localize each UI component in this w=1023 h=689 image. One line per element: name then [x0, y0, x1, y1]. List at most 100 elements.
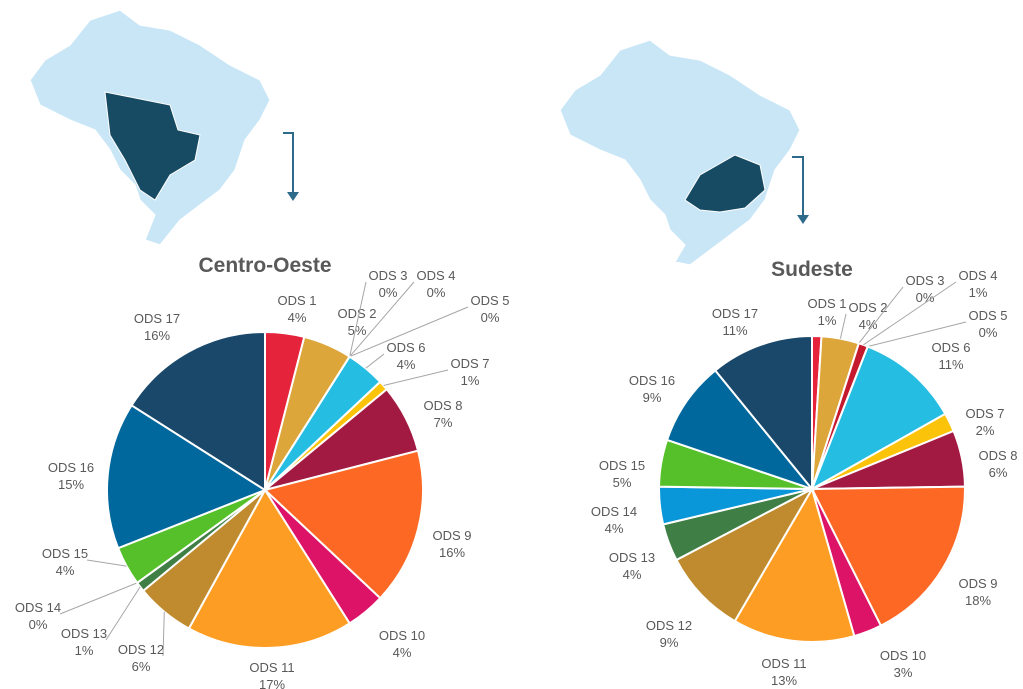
- pie-slice: [810, 345, 947, 492]
- data-label: ODS 16 15%: [48, 460, 94, 492]
- data-label: ODS 8 7%: [423, 398, 462, 430]
- category-label: ODS 8: [978, 448, 1017, 463]
- data-label: ODS 5 0%: [968, 308, 1007, 340]
- value-label: 6%: [989, 465, 1008, 480]
- category-label: ODS 6: [931, 340, 970, 355]
- chart-title: Centro-Oeste: [198, 254, 331, 277]
- category-label: ODS 10: [880, 648, 926, 663]
- pie-slice: [733, 486, 856, 643]
- leader-line: [365, 353, 385, 369]
- data-label: ODS 13 4%: [609, 550, 655, 582]
- category-label: ODS 1: [277, 293, 316, 308]
- value-label: 0%: [481, 310, 500, 325]
- category-label: ODS 17: [134, 311, 180, 326]
- category-label: ODS 6: [386, 340, 425, 355]
- value-label: 15%: [58, 477, 84, 492]
- data-label: ODS 13 1%: [61, 626, 107, 658]
- value-label: 0%: [29, 617, 48, 632]
- map-right: [559, 39, 801, 266]
- leader-line: [349, 306, 469, 358]
- category-label: ODS 8: [423, 398, 462, 413]
- category-label: ODS 16: [48, 460, 94, 475]
- data-label: ODS 2 4%: [848, 300, 887, 332]
- data-label: ODS 11 13%: [761, 656, 806, 688]
- data-label: ODS 17 16%: [134, 311, 180, 343]
- category-label: ODS 9: [432, 528, 471, 543]
- category-label: ODS 5: [470, 293, 509, 308]
- category-label: ODS 13: [609, 550, 655, 565]
- data-label: ODS 3 0%: [368, 268, 407, 300]
- data-label: ODS 3 0%: [905, 273, 944, 305]
- category-label: ODS 1: [807, 296, 846, 311]
- leader-line: [105, 586, 141, 641]
- category-label: ODS 14: [591, 504, 637, 519]
- data-label: ODS 9 18%: [958, 576, 997, 608]
- data-label: ODS 6 11%: [931, 340, 970, 372]
- category-label: ODS 7: [450, 356, 489, 371]
- value-label: 1%: [461, 373, 480, 388]
- value-label: 17%: [259, 677, 285, 689]
- data-label: ODS 9 16%: [432, 528, 471, 560]
- leader-line: [858, 286, 904, 344]
- category-label: ODS 4: [416, 268, 455, 283]
- value-label: 9%: [643, 390, 662, 405]
- category-label: ODS 4: [958, 268, 997, 283]
- value-label: 5%: [613, 475, 632, 490]
- value-label: 6%: [132, 659, 151, 674]
- pie-slice: [675, 486, 815, 623]
- map-region: [104, 91, 201, 201]
- pie-slice: [106, 403, 268, 550]
- value-label: 0%: [979, 325, 998, 340]
- pie-chart: ODS 1 1% ODS 2 4% ODS 3 0% ODS 4 1% ODS 5 0% ODS 6…: [591, 258, 1018, 688]
- data-label: ODS 8 6%: [978, 448, 1017, 480]
- category-label: ODS 5: [968, 308, 1007, 323]
- value-label: 0%: [379, 285, 398, 300]
- pie-slice: [665, 369, 815, 492]
- leader-line: [839, 313, 847, 339]
- category-label: ODS 7: [965, 406, 1004, 421]
- value-label: 7%: [434, 415, 453, 430]
- category-label: ODS 12: [118, 642, 164, 657]
- data-label: ODS 14 0%: [15, 600, 61, 632]
- value-label: 3%: [894, 665, 913, 680]
- arrow-head: [287, 192, 299, 201]
- value-label: 1%: [818, 313, 837, 328]
- data-label: ODS 12 9%: [646, 618, 692, 650]
- category-label: ODS 11: [761, 656, 806, 671]
- leader-line: [162, 611, 165, 657]
- leader-line: [349, 281, 367, 357]
- value-label: 18%: [965, 593, 991, 608]
- category-label: ODS 2: [337, 306, 376, 321]
- category-label: ODS 12: [646, 618, 692, 633]
- value-label: 2%: [976, 423, 995, 438]
- map-region: [684, 154, 766, 213]
- leader-line: [863, 281, 957, 346]
- leader-line: [349, 281, 415, 357]
- category-label: ODS 11: [249, 660, 294, 675]
- category-label: ODS 3: [905, 273, 944, 288]
- data-label: ODS 2 5%: [337, 306, 376, 338]
- arrow: [792, 156, 804, 220]
- data-label: ODS 15 5%: [599, 458, 645, 490]
- value-label: 9%: [660, 635, 679, 650]
- value-label: 13%: [771, 673, 797, 688]
- data-label: ODS 10 3%: [880, 648, 926, 680]
- map-left: [29, 9, 271, 246]
- data-label: ODS 17 11%: [712, 306, 758, 338]
- value-label: 4%: [605, 521, 624, 536]
- data-label: ODS 16 9%: [629, 373, 675, 405]
- data-label: ODS 10 4%: [379, 628, 425, 660]
- arrow-head: [797, 215, 809, 224]
- value-label: 4%: [288, 310, 307, 325]
- pie-slice: [187, 488, 352, 649]
- value-label: 16%: [439, 545, 465, 560]
- value-label: 4%: [859, 317, 878, 332]
- data-label: ODS 5 0%: [470, 293, 509, 325]
- value-label: 4%: [56, 563, 75, 578]
- data-label: ODS 7 1%: [450, 356, 489, 388]
- value-label: 4%: [623, 567, 642, 582]
- leader-line: [59, 582, 138, 615]
- category-label: ODS 13: [61, 626, 107, 641]
